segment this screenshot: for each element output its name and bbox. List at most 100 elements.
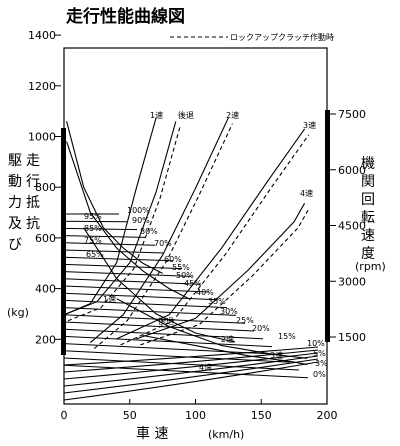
resistance-line — [63, 321, 255, 332]
grade-label: 35% — [208, 297, 226, 306]
left-axis-unit: (kg) — [7, 306, 29, 319]
gear-label: 2速 — [221, 335, 234, 344]
resistance-line — [63, 249, 165, 254]
left-tick-label: 800 — [35, 181, 56, 194]
grade-label: 90% — [132, 216, 150, 225]
grade-label: 30% — [220, 307, 238, 316]
force-curve — [66, 121, 163, 274]
gear-label: 後退 — [158, 316, 174, 326]
left-tick-label: 200 — [35, 333, 56, 346]
grade-label: 5% — [313, 349, 326, 358]
lockup-curve — [140, 208, 310, 346]
rpm-curve — [63, 121, 177, 316]
grade-label: 70% — [154, 239, 172, 248]
x-tick-label: 50 — [123, 409, 137, 422]
right-tick-label: 3000 — [338, 275, 366, 288]
resistance-line — [63, 328, 264, 340]
left-tick-label: 1200 — [28, 80, 56, 93]
gear-label: 1速 — [150, 111, 163, 120]
left-axis-char: 駆 — [8, 153, 22, 169]
rpm-curve — [116, 128, 306, 340]
right-axis-char: 転 — [361, 210, 375, 226]
legend: ロックアップクラッチ作動時 — [170, 32, 334, 42]
x-tick-label: 0 — [61, 409, 68, 422]
lockup-curve — [120, 134, 310, 346]
grade-label: 65% — [86, 250, 104, 259]
resistance-curve — [63, 355, 319, 387]
grade-label: 60% — [164, 255, 182, 264]
left-tick-label: 600 — [35, 232, 56, 245]
left-axis-char: 走 — [26, 153, 40, 169]
left-axis-char: 行 — [26, 174, 40, 190]
resistance-curve — [63, 349, 319, 373]
gear-label: 1速 — [103, 295, 116, 304]
x-tick-label: 200 — [317, 409, 338, 422]
lockup-curve — [93, 123, 233, 350]
grade-label: 10% — [307, 339, 325, 348]
grade-label: 80% — [140, 227, 158, 236]
resistance-line — [63, 292, 219, 301]
force-curve — [83, 227, 236, 343]
resistance-line — [63, 235, 147, 238]
rpm-curve — [136, 202, 306, 340]
grade-label: 3% — [315, 359, 328, 368]
chart-title: 走行性能曲線図 — [66, 6, 185, 27]
resistance-line — [63, 335, 273, 348]
right-tick-label: 1500 — [338, 331, 366, 344]
right-tick-label: 4500 — [338, 220, 366, 233]
gear-label: 3速 — [303, 121, 316, 130]
resistance-curve — [63, 352, 319, 380]
resistance-line — [63, 364, 309, 379]
resistance-line — [63, 220, 129, 223]
grade-label: 95% — [84, 212, 102, 221]
right-axis-char: 速 — [361, 228, 375, 244]
x-tick-label: 100 — [185, 409, 206, 422]
right-axis-char: 度 — [361, 246, 375, 262]
left-axis-char: び — [8, 237, 22, 253]
grade-label: 55% — [172, 263, 190, 272]
resistance-curve — [63, 358, 319, 394]
gear-label: 後退 — [178, 110, 194, 120]
left-axis-char: 動 — [8, 174, 22, 190]
right-axis-unit: (rpm) — [355, 260, 386, 273]
right-axis-char: 回 — [361, 192, 375, 208]
resistance-line — [63, 256, 174, 262]
resistance-line — [63, 314, 246, 324]
right-tick-label: 7500 — [338, 108, 366, 121]
grade-label: 20% — [252, 324, 270, 333]
grade-label: 15% — [278, 332, 296, 341]
resistance-line — [63, 299, 228, 309]
grade-label: 75% — [84, 236, 102, 245]
x-axis-unit: (km/h) — [208, 428, 244, 441]
x-axis-label: 車 速 — [136, 425, 168, 442]
lockup-curve — [67, 127, 181, 322]
grade-label: 0% — [313, 370, 326, 379]
left-axis-char: 抵 — [26, 195, 40, 211]
gear-label: 4速 — [199, 363, 212, 372]
left-tick-label: 1400 — [28, 29, 56, 42]
grade-label: 40% — [196, 288, 214, 297]
curve-labels: 1速 後退 2速3速4速1速後退2速3速4速95%100%85%90%75%80%6… — [84, 110, 328, 379]
right-axis-char: 関 — [361, 174, 375, 190]
left-axis-char: 力 — [8, 195, 22, 211]
resistance-line — [63, 227, 138, 231]
right-axis-bar — [325, 110, 330, 342]
grade-label: 25% — [236, 316, 254, 325]
rpm-curve — [89, 117, 229, 344]
gear-label: 4速 — [300, 189, 313, 198]
resistance-line — [63, 307, 237, 316]
grade-label: 45% — [184, 279, 202, 288]
gear-label: 2速 — [226, 111, 239, 120]
resistance-line — [63, 263, 183, 270]
left-axis-bar — [61, 128, 66, 355]
grade-label: 85% — [84, 224, 102, 233]
axes: 0 50 100 150 200 200 400 600 800 1000 1200 1400 1500… — [8, 29, 375, 422]
left-axis-char: 抗 — [26, 216, 40, 232]
x-tick-label: 150 — [251, 409, 272, 422]
resistance-line — [63, 285, 210, 293]
resistance-curve — [63, 346, 319, 366]
force-curve — [116, 298, 308, 359]
left-tick-label: 1000 — [28, 131, 56, 144]
right-tick-label: 6000 — [338, 164, 366, 177]
